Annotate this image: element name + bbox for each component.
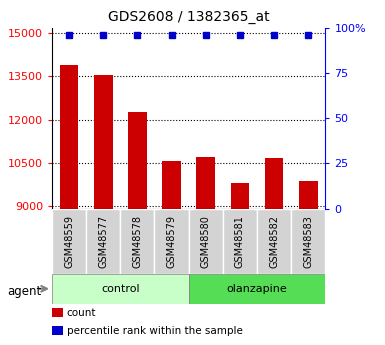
Text: GSM48578: GSM48578 [132,215,142,268]
Bar [154,209,189,274]
Text: GSM48577: GSM48577 [98,215,108,268]
Bar [52,209,86,274]
Text: GSM48582: GSM48582 [269,215,279,268]
Bar [257,209,291,274]
Bar [120,209,154,274]
Bar [223,209,257,274]
Text: GSM48583: GSM48583 [303,215,313,268]
Text: percentile rank within the sample: percentile rank within the sample [67,326,243,336]
Text: GSM48580: GSM48580 [201,215,211,268]
Text: GSM48559: GSM48559 [64,215,74,268]
Bar [189,274,325,304]
Bar [264,158,283,345]
Bar [196,157,215,345]
Bar [231,183,249,345]
Text: control: control [101,284,140,294]
Bar [291,209,325,274]
Bar [162,161,181,345]
Text: agent: agent [8,285,42,298]
Bar [94,75,113,345]
Bar [299,181,318,345]
Bar [52,274,189,304]
Bar [86,209,120,274]
Title: GDS2608 / 1382365_at: GDS2608 / 1382365_at [108,10,270,24]
Text: GSM48581: GSM48581 [235,215,245,268]
Text: count: count [67,308,96,318]
Text: GSM48579: GSM48579 [167,215,177,268]
Bar [128,112,147,345]
Text: olanzapine: olanzapine [227,284,287,294]
Bar [189,209,223,274]
Bar [60,65,79,345]
